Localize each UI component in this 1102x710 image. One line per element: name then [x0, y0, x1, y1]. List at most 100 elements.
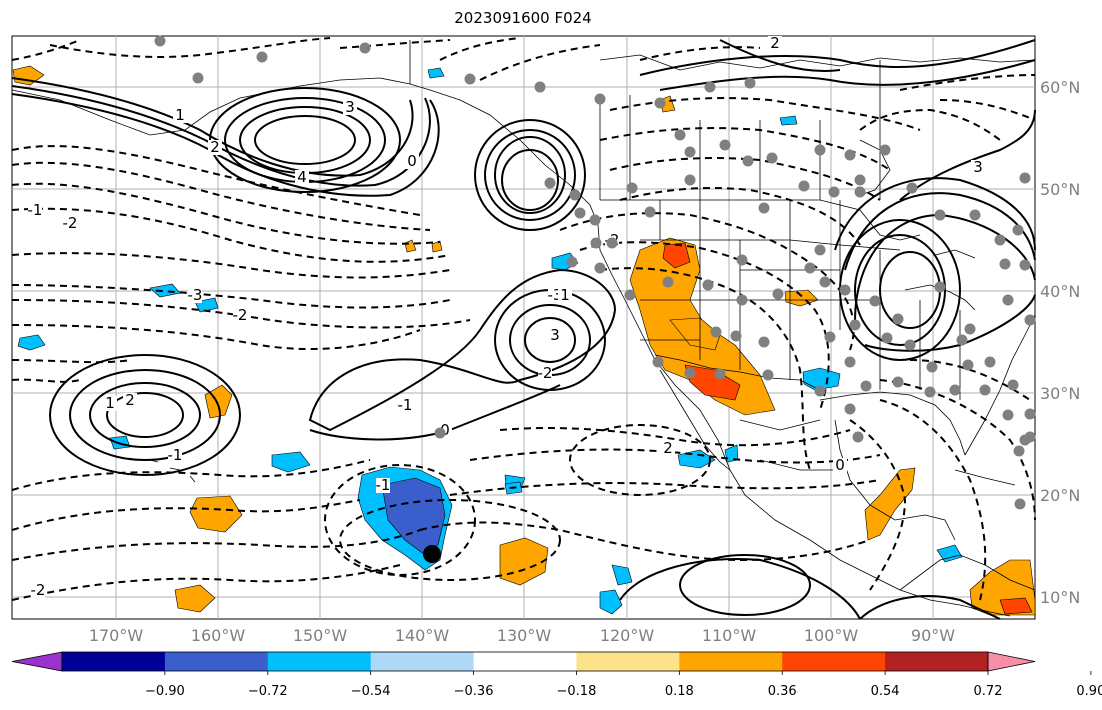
station-marker — [1012, 224, 1024, 236]
station-marker — [962, 359, 974, 371]
solid-contour — [659, 59, 1036, 91]
station-marker — [824, 331, 836, 343]
solid-contour — [859, 595, 1001, 620]
colorbar-tick-label: −0.90 — [145, 684, 185, 699]
colorbar: −0.90 −0.72 −0.54 −0.36 −0.18 0.18 0.36 0.54 0.7… — [11, 651, 1102, 699]
contour-label: -1 — [398, 396, 413, 414]
lat-tick-label: 10°N — [1040, 588, 1080, 607]
station-marker — [844, 149, 856, 161]
dashed-contour — [11, 378, 81, 383]
colorbar-swatch — [370, 652, 475, 671]
contour-label-bg — [538, 366, 552, 381]
coastline-segment — [964, 314, 1036, 456]
contour-label: -1 — [376, 476, 391, 494]
station-marker — [804, 262, 816, 274]
station-marker — [1014, 498, 1026, 510]
colorbar-swatch — [576, 652, 680, 671]
station-marker — [590, 237, 602, 249]
contour-label-bg — [31, 583, 45, 598]
dashed-contour — [499, 427, 851, 447]
station-marker — [999, 258, 1011, 270]
dashed-contour — [11, 207, 451, 263]
coastline-segment — [759, 459, 840, 471]
contour-label: -1 — [28, 201, 43, 219]
colorbar-tick-label: 0.90 — [1076, 684, 1102, 699]
dashed-contour — [609, 97, 921, 131]
colorbar-swatch — [885, 652, 989, 671]
station-marker — [544, 177, 556, 189]
contour-label-bg — [833, 458, 847, 473]
solid-contour — [494, 136, 566, 214]
solid-contour — [844, 192, 1036, 271]
colorbar-extend-max — [987, 651, 1036, 672]
contour-label-bg — [63, 216, 77, 231]
dashed-contour — [11, 145, 421, 216]
station-marker — [702, 279, 714, 291]
station-marker — [758, 336, 770, 348]
contour-label: 1 — [105, 394, 115, 412]
station-marker — [828, 186, 840, 198]
station-marker — [464, 73, 476, 85]
station-marker — [434, 427, 446, 439]
dashed-contour — [49, 37, 331, 58]
solid-contour — [501, 149, 559, 211]
dashed-contour — [439, 37, 521, 61]
solid-contour — [679, 554, 811, 616]
coastline-segment — [739, 419, 821, 431]
station-marker — [1019, 259, 1031, 271]
solid-contour — [69, 369, 221, 461]
dashed-contour — [11, 299, 471, 329]
colorbar-swatch — [62, 652, 166, 671]
station-marker — [730, 330, 742, 342]
highlight-marker — [423, 545, 441, 563]
coastline-segment — [819, 391, 966, 456]
station-marker — [192, 72, 204, 84]
station-marker — [854, 174, 866, 186]
solid-contour — [899, 109, 1036, 201]
lon-tick-label: 100°W — [804, 626, 859, 645]
contour-label-bg — [398, 398, 412, 413]
lon-tick-label: 160°W — [191, 626, 246, 645]
dashed-contour — [11, 459, 371, 491]
lat-tick-label: 40°N — [1040, 282, 1080, 301]
dashed-contour — [609, 157, 881, 201]
station-marker — [1024, 408, 1036, 420]
station-marker — [359, 42, 371, 54]
station-marker — [926, 361, 938, 373]
solid-contour — [49, 354, 241, 476]
solid-contour — [106, 392, 184, 438]
dashed-contour — [11, 252, 451, 279]
contour-label-bg — [103, 396, 117, 411]
axis-ticks: 170°W 160°W 150°W 140°W 130°W 120°W 110°W 100°W… — [89, 78, 1081, 645]
dashed-contour — [11, 359, 131, 364]
dashed-contour — [419, 521, 871, 562]
station-marker — [662, 276, 674, 288]
station-marker — [589, 214, 601, 226]
station-marker — [594, 93, 606, 105]
lat-tick-label: 50°N — [1040, 180, 1080, 199]
dashed-contour — [599, 127, 891, 171]
dashed-contour — [849, 419, 907, 591]
station-marker — [684, 174, 696, 186]
station-marker — [1024, 314, 1036, 326]
station-marker — [626, 182, 638, 194]
coastline-segment — [859, 139, 891, 196]
colorbar-tick-label: −0.36 — [454, 684, 494, 699]
colorbar-tick-label: −0.18 — [557, 684, 597, 699]
anomaly-region — [109, 435, 131, 450]
contour-label: -2 — [538, 364, 553, 382]
contour-label: -2 — [31, 581, 46, 599]
contour-label: -2 — [233, 306, 248, 324]
coastline-segment — [429, 89, 1011, 617]
dashed-contour — [339, 499, 561, 581]
contour-label-bg — [208, 140, 222, 155]
station-marker — [924, 386, 936, 398]
station-marker — [839, 284, 851, 296]
colorbar-tick-label: −0.72 — [248, 684, 288, 699]
colorbar-tick-label: 0.18 — [665, 684, 694, 699]
dashed-contour — [339, 39, 451, 49]
contour-label-bg — [376, 478, 390, 493]
station-marker — [860, 380, 872, 392]
station-marker — [844, 356, 856, 368]
station-marker — [949, 384, 961, 396]
